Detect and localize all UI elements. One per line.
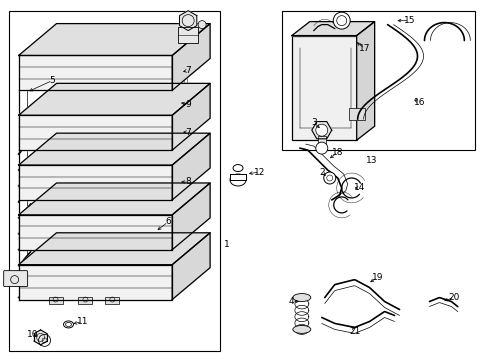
Bar (48, 297, 62, 303)
Text: 2: 2 (318, 167, 324, 176)
Ellipse shape (229, 174, 245, 186)
Circle shape (315, 142, 327, 154)
Bar (9, 11, 220, 351)
Text: 18: 18 (331, 148, 343, 157)
Text: 8: 8 (185, 177, 191, 186)
Ellipse shape (292, 325, 310, 333)
Circle shape (198, 21, 205, 28)
Text: 7: 7 (185, 128, 191, 137)
Polygon shape (172, 24, 210, 90)
Bar (229, 174, 245, 180)
Polygon shape (19, 84, 210, 115)
Circle shape (336, 15, 346, 26)
Polygon shape (19, 133, 210, 165)
FancyBboxPatch shape (4, 271, 27, 287)
Bar (291, 36, 356, 140)
Ellipse shape (65, 323, 71, 327)
Polygon shape (19, 55, 172, 90)
Text: 21: 21 (348, 327, 360, 336)
Polygon shape (179, 11, 196, 31)
Circle shape (332, 12, 349, 29)
Polygon shape (172, 84, 210, 150)
Circle shape (323, 172, 335, 184)
Circle shape (315, 124, 327, 136)
Text: 4: 4 (288, 297, 294, 306)
Ellipse shape (63, 321, 73, 328)
Text: 14: 14 (353, 184, 365, 193)
Text: 15: 15 (403, 16, 414, 25)
Bar (317, 136, 325, 148)
Text: 1: 1 (224, 240, 229, 249)
Polygon shape (19, 165, 172, 200)
Ellipse shape (233, 165, 243, 171)
Text: 19: 19 (371, 273, 383, 282)
Polygon shape (19, 233, 210, 265)
Ellipse shape (292, 293, 310, 302)
Text: 5: 5 (50, 76, 55, 85)
Polygon shape (172, 183, 210, 250)
Polygon shape (19, 24, 210, 55)
Text: 3: 3 (310, 118, 316, 127)
Circle shape (326, 175, 332, 181)
Polygon shape (291, 22, 374, 36)
Bar (281, 11, 474, 150)
Bar (105, 297, 119, 303)
Polygon shape (19, 215, 172, 250)
Polygon shape (356, 22, 374, 140)
Text: 10: 10 (27, 330, 38, 339)
Text: 17: 17 (358, 44, 369, 53)
Text: 6: 6 (165, 217, 171, 226)
Bar (178, 27, 198, 42)
Text: 16: 16 (413, 98, 425, 107)
Polygon shape (19, 115, 172, 150)
Text: 7: 7 (185, 66, 191, 75)
Text: 12: 12 (254, 167, 265, 176)
Polygon shape (172, 233, 210, 300)
Text: 9: 9 (185, 100, 191, 109)
Text: 11: 11 (77, 317, 88, 326)
Text: 13: 13 (365, 156, 377, 165)
Polygon shape (19, 265, 172, 300)
Bar (348, 108, 364, 120)
Polygon shape (311, 122, 331, 139)
Polygon shape (19, 183, 210, 215)
Text: 20: 20 (448, 293, 459, 302)
Bar (78, 297, 92, 303)
Polygon shape (172, 133, 210, 200)
Polygon shape (34, 330, 47, 345)
